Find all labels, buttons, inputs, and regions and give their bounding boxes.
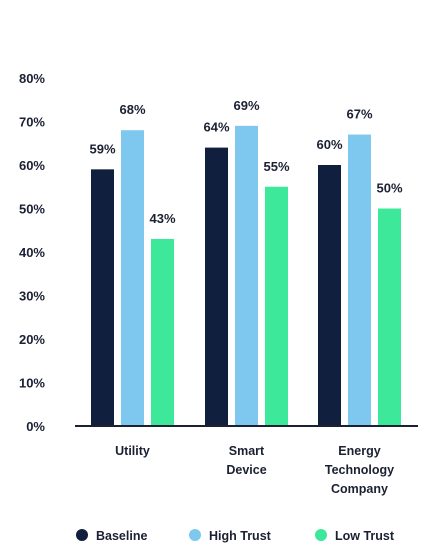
bar-low-trust (151, 238, 174, 426)
y-tick-label: 0% (26, 419, 45, 434)
bar-baseline (91, 169, 114, 426)
data-label: 60% (316, 137, 342, 152)
y-tick-label: 40% (19, 245, 45, 260)
legend-marker (189, 529, 201, 541)
legend-label: Low Trust (335, 529, 395, 543)
y-tick-label: 80% (19, 71, 45, 86)
y-tick-label: 50% (19, 202, 45, 217)
bar-high-trust (235, 125, 258, 426)
legend-marker (315, 529, 327, 541)
category-label: Company (331, 482, 388, 496)
data-label: 55% (263, 159, 289, 174)
data-label: 67% (346, 107, 372, 122)
bar-low-trust (265, 186, 288, 426)
bar-low-trust (378, 208, 401, 426)
data-label: 59% (89, 141, 115, 156)
bar-baseline (205, 147, 228, 426)
data-labels: 59% 64% 60% 68% 69% 67% 43% 55% 50% (89, 98, 402, 226)
y-axis: 0% 10% 20% 30% 40% 50% 60% 70% 80% (19, 71, 45, 434)
y-tick-label: 60% (19, 158, 45, 173)
y-tick-label: 20% (19, 332, 45, 347)
category-label: Energy (338, 444, 380, 458)
x-axis: Utility Smart Device Energy Technology Compan… (115, 444, 394, 496)
y-tick-label: 10% (19, 376, 45, 391)
data-label: 64% (203, 120, 229, 135)
y-tick-label: 30% (19, 289, 45, 304)
bars (91, 125, 401, 427)
category-label: Device (226, 463, 266, 477)
legend-label: Baseline (96, 529, 147, 543)
data-label: 69% (233, 98, 259, 113)
legend-label: High Trust (209, 529, 272, 543)
bar-high-trust (121, 130, 144, 426)
category-label: Technology (325, 463, 394, 477)
bar-high-trust (348, 134, 371, 427)
category-label: Utility (115, 444, 150, 458)
data-label: 50% (376, 181, 402, 196)
bar-baseline (318, 165, 341, 426)
data-label: 43% (149, 211, 175, 226)
legend: Baseline High Trust Low Trust (76, 529, 395, 543)
y-tick-label: 70% (19, 115, 45, 130)
category-label: Smart (229, 444, 265, 458)
data-label: 68% (119, 102, 145, 117)
legend-marker (76, 529, 88, 541)
